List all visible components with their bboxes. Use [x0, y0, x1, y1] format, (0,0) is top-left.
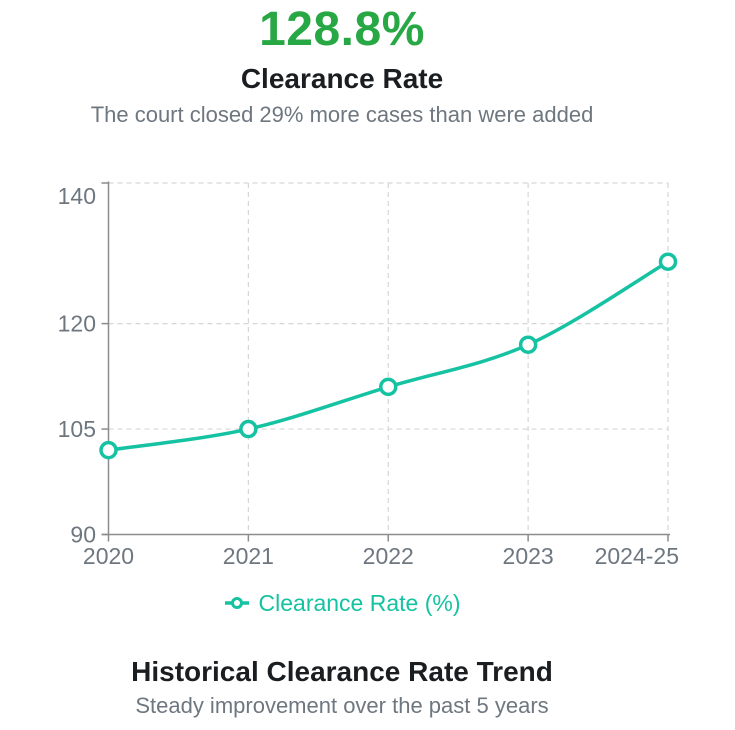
legend-label: Clearance Rate (%): [258, 590, 461, 616]
chart-legend: Clearance Rate (%): [0, 588, 684, 618]
y-tick-label: 105: [58, 416, 96, 442]
data-point-marker[interactable]: [518, 335, 538, 354]
x-tick-label: 2020: [83, 543, 134, 569]
panel-title: Clearance Rate: [240, 63, 444, 94]
y-tick-label: 140: [58, 183, 96, 209]
data-point-marker[interactable]: [99, 440, 118, 460]
clearance-trend-chart: 90 105 120 140 2020 2021 2022 2023 2024-25: [58, 181, 679, 569]
legend-line-marker-icon: [224, 597, 249, 609]
legend-item-clearance-rate[interactable]: Clearance Rate (%): [224, 588, 461, 618]
data-point-marker[interactable]: [379, 377, 398, 397]
x-tick-label: 2023: [503, 543, 554, 569]
y-tick-label: 90: [70, 522, 96, 548]
y-tick-label: 120: [58, 311, 96, 337]
x-tick-label: 2021: [223, 543, 274, 569]
data-point-marker[interactable]: [658, 252, 678, 271]
panel-subtitle: The court closed 29% more cases than wer…: [90, 102, 594, 127]
x-tick-label: 2024-25: [595, 543, 679, 569]
chart-caption: Historical Clearance Rate Trend Steady i…: [0, 655, 684, 721]
panel-header: 128.8% Clearance Rate The court closed 2…: [0, 0, 684, 130]
chart-subtitle: Steady improvement over the past 5 years: [135, 693, 549, 718]
clearance-rate-value: 128.8%: [259, 3, 425, 56]
data-point-marker[interactable]: [239, 419, 258, 439]
chart-title: Historical Clearance Rate Trend: [131, 656, 553, 687]
x-tick-label: 2022: [363, 543, 414, 569]
